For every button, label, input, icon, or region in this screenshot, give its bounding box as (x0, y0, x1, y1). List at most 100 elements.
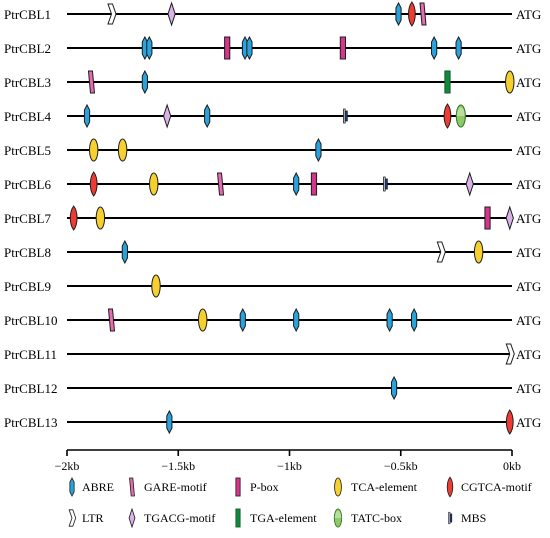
cis-element-ltr (505, 343, 515, 365)
gene-row: PtrCBL9 ATG (4, 279, 541, 294)
legend-label: P-box (250, 480, 279, 494)
legend-item: CGTCA-motif (461, 480, 532, 494)
legend-label: MBS (461, 511, 486, 525)
atg-label: ATG (516, 143, 541, 158)
legend-item: TATC-box (351, 511, 402, 525)
cis-element-gare-motif (419, 2, 427, 26)
legend-swatch-tgacg-motif (128, 507, 136, 529)
cis-element-abre (239, 307, 246, 333)
cis-element-gare-motif (87, 70, 96, 94)
legend-item: TCA-element (351, 480, 418, 494)
gene-row: PtrCBL8 ATG (4, 245, 541, 260)
cis-element-tgacg-motif (167, 1, 176, 27)
legend-label: TATC-box (351, 511, 402, 525)
atg-label: ATG (516, 211, 541, 226)
gene-name: PtrCBL12 (4, 381, 57, 396)
gene-row: PtrCBL4 ATG (4, 109, 541, 124)
gene-row: PtrCBL3 ATG (4, 75, 541, 90)
gene-name: PtrCBL8 (4, 245, 51, 260)
gene-name: PtrCBL6 (4, 177, 51, 192)
gene-name: PtrCBL1 (4, 7, 51, 22)
gene-row: PtrCBL6 ATG (4, 177, 541, 192)
cis-element-abre (246, 35, 253, 61)
atg-label: ATG (516, 279, 541, 294)
legend-item: TGACG-motif (144, 511, 215, 525)
cis-element-tatc-box (455, 104, 466, 128)
gene-name: PtrCBL4 (4, 109, 51, 124)
cis-element-p-box (339, 36, 346, 60)
cis-element-cgtca-motif (69, 205, 78, 231)
cis-element-mbs (343, 108, 348, 124)
cis-element-abre (455, 35, 462, 61)
gene-row: PtrCBL1 ATG (4, 7, 541, 22)
cis-element-tgacg-motif (162, 103, 172, 129)
legend-item: MBS (461, 511, 486, 525)
cis-element-cgtca-motif (505, 409, 514, 435)
cis-element-ltr (107, 3, 117, 25)
gene-row: PtrCBL7 ATG (4, 211, 541, 226)
cis-element-tgacg-motif (465, 171, 474, 197)
atg-label: ATG (516, 75, 541, 90)
atg-label: ATG (516, 177, 541, 192)
cis-element-tgacg-motif (505, 205, 514, 231)
cis-element-gare-motif (216, 172, 225, 196)
legend-item: ABRE (82, 480, 114, 494)
atg-label: ATG (516, 381, 541, 396)
cis-element-mbs (383, 176, 388, 192)
gene-row: PtrCBL13 ATG (4, 415, 541, 430)
x-axis: −2kb −1.5kb −1kb −0.5kb 0kb (55, 449, 521, 473)
gene-row: PtrCBL5 ATG (4, 143, 541, 158)
cis-element-p-box (484, 206, 491, 230)
gene-row: PtrCBL2 ATG (4, 41, 541, 56)
cis-element-abre (204, 103, 211, 129)
cis-element-abre (315, 137, 322, 163)
legend-label: LTR (82, 511, 104, 525)
cis-element-abre (83, 103, 91, 129)
legend-swatch-tatc-box (333, 508, 343, 528)
cis-element-tca-element (505, 70, 515, 94)
cis-element-abre (293, 171, 300, 197)
cis-element-tca-element (88, 138, 99, 162)
gene-name: PtrCBL9 (4, 279, 51, 294)
cis-element-abre (386, 307, 393, 333)
cis-element-cgtca-motif (443, 103, 452, 129)
cis-element-tca-element (149, 172, 159, 196)
legend-label: TGA-element (250, 511, 317, 525)
legend-label: GARE-motif (144, 480, 207, 494)
legend-swatch-p-box (235, 477, 241, 497)
cis-element-tca-element (95, 206, 106, 230)
cis-element-tca-element (198, 308, 208, 332)
axis-tick-label: 0kb (503, 459, 521, 473)
legend-swatch-tga-element (235, 508, 241, 528)
cis-element-abre (166, 409, 173, 435)
cis-element-abre (411, 307, 418, 333)
gene-name: PtrCBL2 (4, 41, 51, 56)
axis-tick-label: −0.5kb (384, 459, 418, 473)
legend-item: LTR (82, 511, 104, 525)
axis-tick-label: −2kb (55, 459, 80, 473)
legend-swatch-abre (69, 477, 75, 497)
legend-label: TGACG-motif (144, 511, 215, 525)
cis-element-abre (293, 307, 300, 333)
atg-label: ATG (516, 41, 541, 56)
gene-row: PtrCBL11 ATG (4, 347, 541, 362)
legend-swatch-tca-element (334, 477, 342, 497)
cis-element-tca-element (151, 274, 161, 298)
cis-element-p-box (224, 36, 231, 60)
cis-element-abre (146, 35, 153, 61)
legend-label: CGTCA-motif (461, 480, 532, 494)
legend-swatch-cgtca-motif (446, 476, 454, 498)
cis-element-p-box (310, 172, 318, 196)
atg-label: ATG (516, 347, 541, 362)
legend-label: ABRE (82, 480, 114, 494)
legend-label: TCA-element (351, 480, 418, 494)
legend: ABRE GARE-motif P-box TCA-element CGTCA-moti… (82, 480, 532, 525)
gene-name: PtrCBL5 (4, 143, 51, 158)
cis-element-ltr (436, 241, 446, 263)
cis-element-gare-motif (107, 308, 116, 332)
legend-swatch-mbs (448, 511, 453, 525)
legend-swatch-gare-motif (129, 477, 135, 497)
legend-item: TGA-element (250, 511, 317, 525)
gene-name: PtrCBL11 (4, 347, 57, 362)
